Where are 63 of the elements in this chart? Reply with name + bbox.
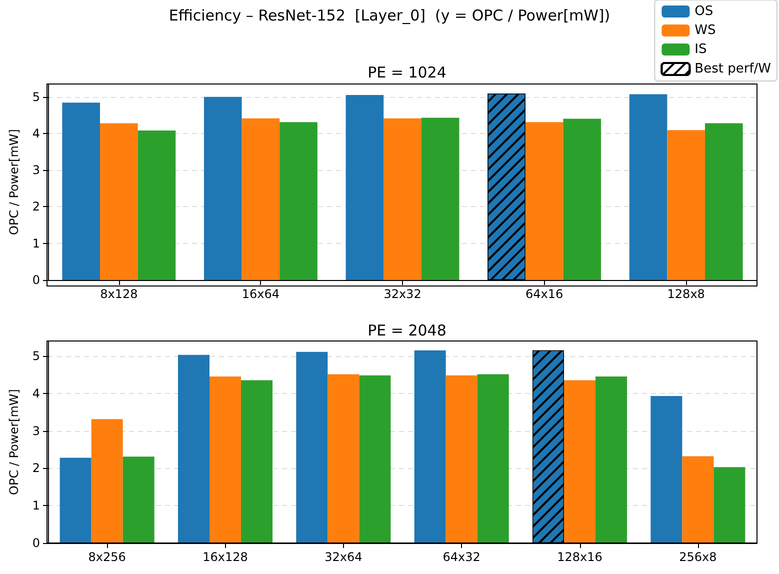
bar bbox=[414, 350, 446, 543]
y-axis-title: OPC / Power[mW] bbox=[7, 129, 21, 235]
text: Efficiency – ResNet-152 [Layer_0] (y = OPC / Power[mW]) bbox=[168, 6, 610, 24]
text: Best perf/W bbox=[694, 62, 772, 76]
x-tick-label: 64x16 bbox=[525, 287, 564, 301]
y-tick-label: 0 bbox=[32, 273, 40, 287]
bar bbox=[359, 375, 391, 543]
bar bbox=[705, 123, 743, 280]
bar bbox=[204, 96, 242, 280]
legend-label: OS bbox=[694, 4, 714, 19]
bar bbox=[714, 467, 746, 543]
y-tick-label: 4 bbox=[32, 126, 40, 140]
bar bbox=[280, 122, 318, 280]
x-tick-label: 32x64 bbox=[324, 550, 362, 564]
y-tick-label: 1 bbox=[32, 236, 40, 250]
bar bbox=[241, 380, 273, 543]
bar bbox=[525, 122, 564, 280]
x-tick-label: 256x8 bbox=[679, 550, 717, 564]
y-tick-label: 3 bbox=[32, 163, 40, 178]
chart-title: PE = 2048 bbox=[368, 322, 446, 340]
chart-title: PE = 1024 bbox=[368, 64, 446, 82]
x-tick-label: 128x16 bbox=[557, 550, 602, 564]
x-tick-label: 64x32 bbox=[442, 550, 480, 564]
y-tick-label: 2 bbox=[32, 200, 40, 214]
bar bbox=[178, 354, 210, 543]
bar bbox=[563, 118, 602, 280]
bar bbox=[60, 458, 92, 543]
x-tick-label: 16x128 bbox=[202, 550, 248, 564]
bar bbox=[122, 456, 154, 543]
bar bbox=[477, 374, 509, 543]
y-tick-label: 2 bbox=[32, 461, 40, 476]
bar bbox=[296, 352, 328, 543]
y-axis-title: OPC / Power[mW] bbox=[7, 389, 21, 495]
bar bbox=[564, 380, 596, 543]
bar bbox=[242, 118, 280, 280]
bar bbox=[328, 374, 360, 543]
bar bbox=[596, 376, 628, 543]
bar bbox=[667, 130, 706, 280]
bar bbox=[346, 94, 384, 280]
legend-label: WS bbox=[694, 23, 716, 38]
x-tick-label: 8x128 bbox=[100, 287, 138, 301]
bar bbox=[138, 130, 176, 280]
bar bbox=[209, 376, 242, 543]
bar bbox=[384, 118, 422, 280]
y-tick-label: 5 bbox=[32, 348, 40, 363]
bar bbox=[629, 94, 668, 280]
bar bbox=[62, 102, 100, 280]
y-tick-label: 0 bbox=[32, 536, 40, 550]
x-tick-label: 128x8 bbox=[667, 287, 705, 301]
bar bbox=[421, 118, 460, 280]
legend-label: IS bbox=[694, 42, 707, 57]
x-tick-label: 32x32 bbox=[384, 287, 422, 301]
bar bbox=[100, 123, 138, 280]
x-tick-label: 8x256 bbox=[88, 550, 126, 564]
y-tick-label: 3 bbox=[32, 424, 40, 438]
y-tick-label: 1 bbox=[32, 498, 40, 513]
bar bbox=[682, 456, 714, 543]
bar bbox=[91, 419, 123, 543]
bar bbox=[650, 396, 682, 543]
bar bbox=[446, 375, 478, 543]
x-tick-label: 16x64 bbox=[242, 287, 280, 301]
y-tick-label: 5 bbox=[32, 90, 40, 104]
y-tick-label: 4 bbox=[32, 386, 40, 400]
